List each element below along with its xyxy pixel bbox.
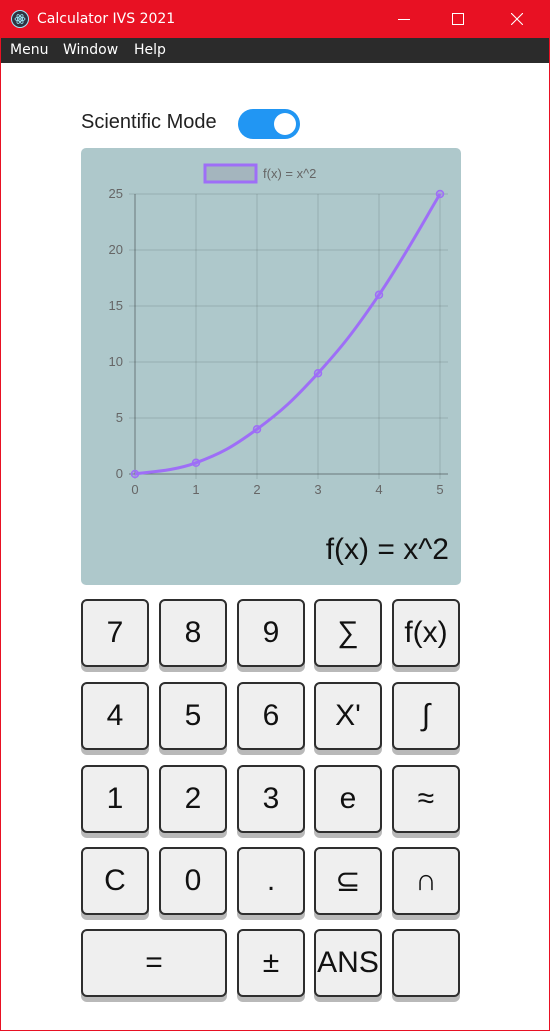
- scientific-mode-label: Scientific Mode: [81, 111, 217, 133]
- key-2[interactable]: 2: [159, 765, 227, 833]
- y-tick-label: 25: [109, 186, 123, 201]
- menu-bar: Menu Window Help: [1, 38, 549, 63]
- x-tick-label: 3: [314, 482, 321, 497]
- y-tick-label: 10: [109, 354, 123, 369]
- graph-panel: 0 1 2 3 4 5 0 5 10 15 20 25 f(x) = x^2 f(x) = x^2: [81, 148, 461, 585]
- close-icon: [511, 13, 523, 25]
- maximize-icon: [452, 13, 464, 25]
- key-0[interactable]: 0: [159, 847, 227, 915]
- data-point: [313, 368, 323, 378]
- series-line: [134, 193, 442, 476]
- key-plus-minus[interactable]: ±: [237, 929, 305, 997]
- data-point: [374, 290, 384, 300]
- key-9[interactable]: 9: [237, 599, 305, 667]
- toggle-knob: [274, 113, 296, 135]
- key-equals[interactable]: =: [81, 929, 227, 997]
- key-5[interactable]: 5: [159, 682, 227, 750]
- key-7[interactable]: 7: [81, 599, 149, 667]
- x-tick-label: 0: [131, 482, 138, 497]
- function-chart: 0 1 2 3 4 5 0 5 10 15 20 25 f(x) = x^2: [109, 163, 448, 497]
- menu-item-help[interactable]: Help: [134, 42, 166, 58]
- key-function[interactable]: f(x): [392, 599, 460, 667]
- minimize-button[interactable]: [381, 1, 427, 38]
- title-bar[interactable]: Calculator IVS 2021: [1, 1, 549, 38]
- key-approximate[interactable]: ≈: [392, 765, 460, 833]
- y-tick-label: 5: [116, 410, 123, 425]
- y-tick-label: 15: [109, 298, 123, 313]
- key-decimal[interactable]: .: [237, 847, 305, 915]
- key-derivative[interactable]: X': [314, 682, 382, 750]
- x-tick-label: 1: [192, 482, 199, 497]
- menu-item-menu[interactable]: Menu: [10, 42, 49, 58]
- data-point: [191, 458, 201, 468]
- maximize-button[interactable]: [435, 1, 481, 38]
- key-sum[interactable]: ∑: [314, 599, 382, 667]
- function-expression-display: f(x) = x^2: [325, 533, 449, 566]
- window-title: Calculator IVS 2021: [37, 11, 176, 27]
- key-ans[interactable]: ANS: [314, 929, 382, 997]
- close-button[interactable]: [494, 1, 540, 38]
- key-6[interactable]: 6: [237, 682, 305, 750]
- data-point: [435, 189, 445, 199]
- minimize-icon: [398, 19, 410, 20]
- menu-item-window[interactable]: Window: [63, 42, 119, 58]
- x-tick-label: 2: [253, 482, 260, 497]
- key-clear[interactable]: C: [81, 847, 149, 915]
- key-intersection[interactable]: ∩: [392, 847, 460, 915]
- legend-swatch: [203, 163, 258, 184]
- x-tick-label: 5: [436, 482, 443, 497]
- legend-label: f(x) = x^2: [263, 166, 316, 181]
- electron-app-icon: [11, 10, 29, 28]
- y-tick-label: 0: [116, 466, 123, 481]
- key-subset[interactable]: ⊆: [314, 847, 382, 915]
- scientific-mode-toggle[interactable]: [238, 109, 300, 139]
- key-integral[interactable]: ∫: [392, 682, 460, 750]
- key-euler[interactable]: e: [314, 765, 382, 833]
- data-point: [130, 469, 140, 479]
- key-blank[interactable]: [392, 929, 460, 997]
- key-3[interactable]: 3: [237, 765, 305, 833]
- key-4[interactable]: 4: [81, 682, 149, 750]
- y-tick-label: 20: [109, 242, 123, 257]
- key-1[interactable]: 1: [81, 765, 149, 833]
- x-tick-label: 4: [375, 482, 382, 497]
- data-point: [252, 424, 262, 434]
- key-8[interactable]: 8: [159, 599, 227, 667]
